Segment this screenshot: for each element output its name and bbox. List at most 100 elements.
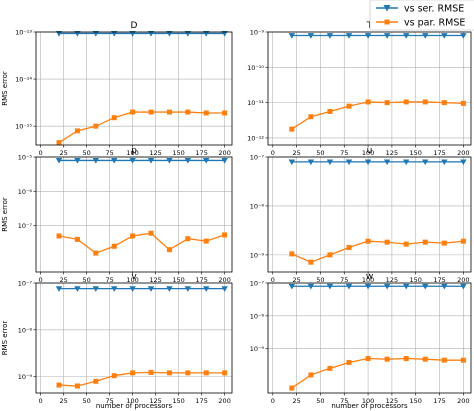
y-tick-label: 10⁻⁹ — [250, 29, 265, 37]
x-tick-label: 75 — [340, 276, 348, 284]
data-point — [327, 108, 333, 114]
y-tick-label: 10⁻⁸ — [18, 326, 33, 334]
data-point — [308, 372, 314, 378]
x-tick-label: 25 — [59, 149, 67, 157]
x-tick-label: 0 — [39, 276, 43, 284]
x-tick-label: 0 — [39, 149, 43, 157]
y-tick-label: 10⁻⁷ — [18, 222, 33, 230]
x-tick-label: 100 — [126, 276, 138, 284]
data-point — [74, 158, 81, 164]
y-tick-label: 10⁻¹⁴ — [15, 76, 32, 84]
x-tick-label: 25 — [292, 276, 300, 284]
data-point — [111, 31, 118, 37]
y-tick-label: 10⁻⁸ — [250, 202, 265, 210]
data-point — [184, 286, 192, 292]
data-point — [93, 250, 99, 256]
data-point — [288, 33, 296, 39]
data-point — [289, 126, 295, 132]
data-point — [222, 370, 228, 376]
data-point — [402, 33, 410, 39]
x-tick-label: 150 — [410, 276, 422, 284]
data-point — [55, 286, 63, 292]
data-point — [460, 33, 467, 39]
data-point — [221, 158, 228, 164]
y-axis-label: RMS error — [1, 71, 9, 106]
series-line — [58, 371, 225, 387]
plot-frame — [35, 282, 233, 394]
y-tick-label: 10⁻¹³ — [15, 29, 32, 37]
data-point — [346, 245, 352, 251]
data-point — [185, 370, 191, 376]
data-point — [403, 99, 409, 105]
data-point — [326, 159, 334, 166]
data-point — [422, 239, 428, 245]
data-point — [288, 283, 296, 290]
y-tick-label: 10⁻¹¹ — [247, 99, 264, 107]
x-tick-label: 25 — [59, 397, 67, 405]
subplot-title: w — [366, 272, 373, 282]
data-point — [148, 230, 154, 236]
data-point — [130, 370, 136, 376]
data-point — [111, 373, 117, 379]
x-tick-label: 150 — [172, 149, 184, 157]
x-tick-label: 25 — [292, 397, 300, 405]
legend-marker-triangle — [383, 5, 391, 12]
data-point — [148, 369, 154, 375]
data-point — [222, 232, 228, 238]
data-point — [364, 283, 372, 290]
x-tick-label: 0 — [39, 397, 43, 405]
legend-marker-square — [384, 19, 390, 25]
series-line — [291, 357, 464, 389]
data-point — [460, 357, 466, 363]
x-tick-label: 75 — [105, 397, 113, 405]
x-tick-label: 50 — [316, 397, 324, 405]
subplot-title: v — [131, 272, 137, 282]
x-axis-label: number of processors — [331, 402, 408, 410]
data-point — [93, 378, 99, 384]
data-point — [346, 359, 352, 365]
data-point — [384, 100, 390, 106]
data-point — [74, 383, 80, 389]
y-axis-label: RMS error — [1, 197, 9, 232]
data-point — [222, 110, 228, 116]
legend-label: vs par. RMSE — [404, 18, 465, 29]
x-tick-label: 75 — [340, 397, 348, 405]
data-point — [289, 385, 295, 391]
data-point — [74, 286, 81, 292]
x-tick-label: 0 — [271, 276, 275, 284]
data-point — [365, 238, 371, 244]
plot-area — [36, 32, 232, 145]
x-tick-label: 150 — [172, 397, 184, 405]
x-tick-label: 200 — [218, 149, 230, 157]
data-point — [345, 283, 353, 290]
data-point — [203, 238, 209, 244]
data-point — [365, 99, 371, 105]
data-point — [441, 159, 448, 166]
data-point — [185, 109, 191, 115]
y-tick-label: 10⁻⁵ — [18, 154, 33, 162]
data-point — [184, 158, 192, 164]
subplot-p: 0 25 50 75 100 125 150 175 200 10⁻⁵ 10⁻⁶ 10⁻⁷ p RMS e… — [1, 146, 233, 284]
x-tick-label: 175 — [195, 397, 207, 405]
x-tick-label: 150 — [410, 397, 422, 405]
data-point — [185, 236, 191, 242]
data-point — [326, 33, 334, 39]
data-point — [307, 159, 315, 166]
series-line — [291, 240, 464, 263]
data-point — [460, 100, 466, 106]
data-point — [345, 33, 353, 39]
y-tick-label: 10⁻⁹ — [18, 373, 33, 381]
y-tick-label: 10⁻⁶ — [18, 188, 33, 196]
x-tick-label: 150 — [172, 276, 184, 284]
data-point — [346, 103, 352, 109]
data-point — [441, 240, 447, 246]
data-point — [203, 110, 209, 116]
data-point — [308, 114, 314, 120]
plot-area — [268, 157, 471, 272]
x-tick-label: 200 — [218, 397, 230, 405]
data-point — [203, 31, 210, 37]
plot-area — [268, 283, 471, 393]
plot-frame — [35, 31, 233, 146]
y-tick-label: 10⁻⁹ — [250, 345, 265, 353]
